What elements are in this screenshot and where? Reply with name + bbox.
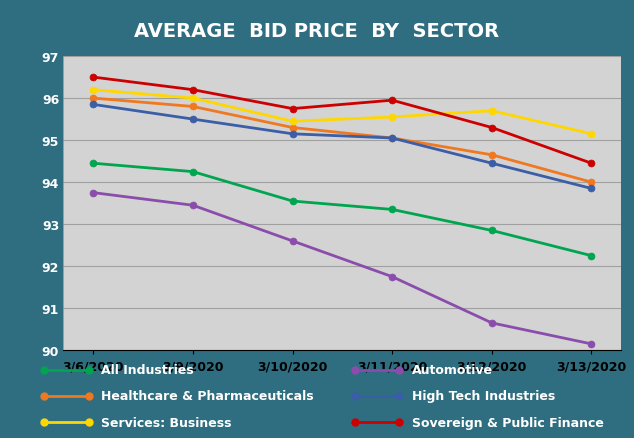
Text: Automotive: Automotive xyxy=(412,363,493,376)
Text: Services: Business: Services: Business xyxy=(101,416,232,429)
Text: High Tech Industries: High Tech Industries xyxy=(412,389,555,403)
Text: All Industries: All Industries xyxy=(101,363,194,376)
Text: AVERAGE  BID PRICE  BY  SECTOR: AVERAGE BID PRICE BY SECTOR xyxy=(134,22,500,41)
Text: Sovereign & Public Finance: Sovereign & Public Finance xyxy=(412,416,604,429)
Text: Healthcare & Pharmaceuticals: Healthcare & Pharmaceuticals xyxy=(101,389,314,403)
